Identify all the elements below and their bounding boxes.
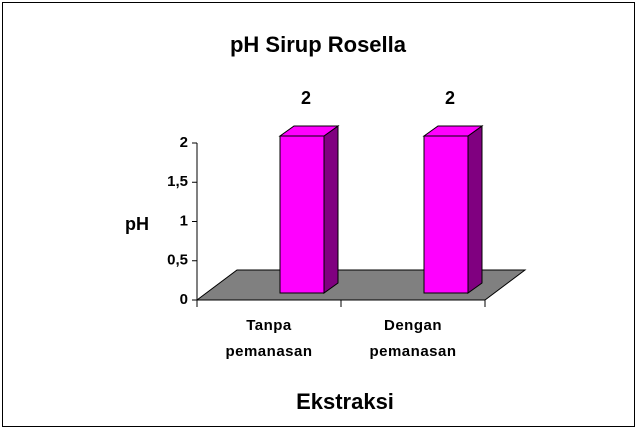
x-tick-label: Dengan pemanasan xyxy=(369,317,457,360)
chart-title: pH Sirup Rosella xyxy=(230,32,407,57)
bar-side xyxy=(467,125,483,294)
bar-side xyxy=(323,125,339,294)
y-tick-label: 1 xyxy=(180,212,188,229)
bar xyxy=(279,135,325,294)
y-tick-label: 1,5 xyxy=(167,173,188,190)
x-tick-label: Tanpa pemanasan xyxy=(225,317,313,360)
y-axis-label: pH xyxy=(125,214,149,234)
y-tick-label: 0,5 xyxy=(167,252,188,269)
value-label: 2 xyxy=(301,88,311,108)
y-tick-label: 0 xyxy=(180,291,188,308)
bar xyxy=(423,135,469,294)
value-label: 2 xyxy=(445,88,455,108)
x-axis-label: Ekstraksi xyxy=(296,389,394,414)
y-tick-label: 2 xyxy=(180,134,188,151)
